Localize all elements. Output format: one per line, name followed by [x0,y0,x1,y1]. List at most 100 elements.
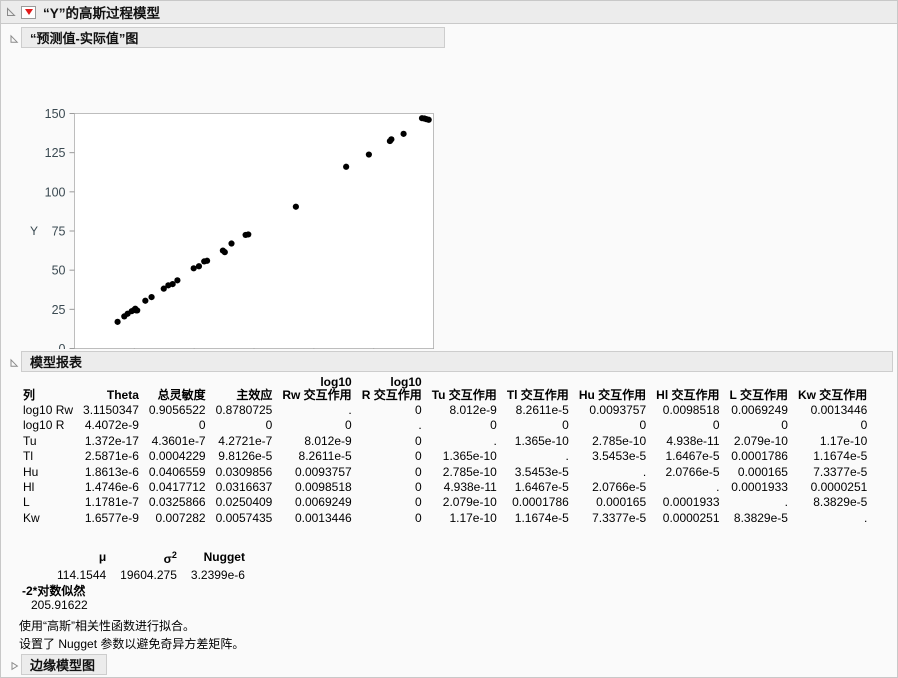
cell-col: log10 R [23,418,65,433]
svg-text:25: 25 [52,303,66,317]
column-header-col[interactable]: 列 [23,388,36,402]
cell-hu: 2.785e-10 [592,433,647,448]
cell-l: 0.0001786 [731,449,788,464]
parameter-summary-table: μ σ2 Nugget 114.1544 19604.275 3.2399e-6 [23,548,252,583]
table-row[interactable]: Kw 1.6577e-9 0.007282 0.0057435 0.0013446 0 1.… [1,511,872,526]
cell-kw: 0 [860,418,868,433]
column-header-kw[interactable]: Kw 交互作用 [797,388,868,402]
cell-r: 0 [415,495,422,510]
section-title-report: 模型报表 [30,355,83,370]
column-header-hu[interactable]: Hu 交互作用 [578,388,647,402]
cell-r: 0 [415,480,422,495]
cell-theta: 3.1150347 [83,403,139,417]
cell-col: Tu [23,433,37,448]
cell-r: 0 [415,449,422,464]
data-point [203,257,211,264]
section-title-plot-box[interactable]: “预测值-实际值”图 [21,27,445,48]
cell-total_sens: 4.3601e-7 [151,433,206,448]
table-row[interactable]: Tl 2.5871e-6 0.0004229 9.8126e-5 8.2611e-5 0 1… [1,449,872,464]
cell-hu: 0.000165 [596,495,647,510]
summary-value-row: 114.1544 19604.275 3.2399e-6 [23,568,252,583]
cell-hl: 0.0001933 [662,495,720,510]
cell-col: L [23,495,30,510]
cell-tl: 3.5453e-5 [514,464,569,479]
cell-r: 0 [415,464,422,479]
page-title: “Y”的高斯过程模型 [43,6,161,21]
cell-hl: 0.0098518 [662,403,720,417]
data-point [245,231,252,238]
cell-kw: 7.3377e-5 [813,464,868,479]
section-header-marginal[interactable]: 边缘模型图 [1,654,107,675]
column-header-theta[interactable]: Theta [106,388,139,402]
cell-main: 0.0250409 [215,495,273,510]
cell-hl: 0.0000251 [662,510,720,525]
triangle-open-icon[interactable] [9,357,19,367]
svg-text:0: 0 [59,342,66,349]
column-header-hl[interactable]: Hl 交互作用 [656,388,720,402]
cell-tu: 0 [490,418,497,433]
cell-hl: 1.6467e-5 [665,449,720,464]
table-row[interactable]: L 1.1781e-7 0.0325866 0.0250409 0.0069249 0 2.… [1,495,872,510]
data-point [114,318,121,325]
cell-total_sens: 0.0004229 [148,449,206,464]
table-row[interactable]: Tu 1.372e-17 4.3601e-7 4.2721e-7 8.012e-9 0. 1… [1,434,872,449]
summary-header-mu[interactable]: μ [98,550,107,564]
triangle-open-icon[interactable] [5,6,17,18]
table-row[interactable]: Hu 1.8613e-6 0.0406559 0.0309856 0.0093757 0 2… [1,465,872,480]
cell-theta: 2.5871e-6 [84,449,139,464]
column-header-rw[interactable]: log10 Rw 交互作用 [277,376,356,403]
cell-tu: 1.365e-10 [442,449,497,464]
column-header-total_sens[interactable]: 总灵敏度 [157,388,206,402]
cell-r: 0 [415,403,422,417]
cell-l: 0.0001933 [731,480,788,495]
cell-rw: 0.0093757 [294,464,352,479]
triangle-closed-icon[interactable] [9,660,19,670]
table-row[interactable]: Hl 1.4746e-6 0.0417712 0.0316637 0.0098518 0 4… [1,480,872,495]
triangle-open-icon[interactable] [9,33,19,43]
cell-l: . [784,495,788,510]
data-point [148,294,155,301]
model-report-table-wrap: 列 Theta 总灵敏度 主效应 log10 Rw 交互作用 log10 R 交互作用 Tu 交… [1,376,898,526]
cell-col: Hl [23,480,35,495]
table-row[interactable]: log10 R 4.4072e-9 0 0 0. 0 0 0 0 0 0 [1,418,872,433]
section-title-marginal-box[interactable]: 边缘模型图 [21,654,107,675]
data-point [292,203,299,210]
section-header-plot[interactable]: “预测值-实际值”图 [1,27,445,48]
cell-total_sens: 0.007282 [155,510,206,525]
cell-kw: 1.17e-10 [819,433,868,448]
data-point [343,163,350,170]
column-header-l[interactable]: L 交互作用 [729,388,788,402]
cell-tl: 0 [562,418,569,433]
axis-ticks [69,113,434,349]
cell-col: Hu [23,464,39,479]
data-point [228,240,235,247]
data-point [134,307,141,314]
column-header-r[interactable]: log10 R 交互作用 [357,376,427,403]
cell-rw: 8.2611e-5 [298,449,352,464]
cell-total_sens: 0.0325866 [148,495,206,510]
section-title-report-box[interactable]: 模型报表 [21,351,893,372]
data-point [195,263,203,270]
summary-header-nugget[interactable]: Nugget [203,550,245,564]
red-triangle-menu-icon[interactable] [21,5,36,19]
cell-hl: . [716,480,720,495]
cell-hu: 7.3377e-5 [592,510,647,525]
table-row[interactable]: log10 Rw 3.1150347 0.9056522 0.8780725. 0 8.0… [1,403,872,418]
summary-header-sigma2[interactable]: σ2 [163,550,177,566]
cell-tl: 1.1674e-5 [514,510,569,525]
cell-rw: 0.0069249 [294,495,352,510]
cell-tu: 4.938e-11 [443,480,497,495]
cell-l: 2.079e-10 [733,433,788,448]
cell-rw: 0.0098518 [294,480,352,495]
column-header-rw-label: Rw 交互作用 [282,388,352,402]
data-point [400,130,407,137]
cell-tu: 2.079e-10 [442,495,497,510]
cell-tl: 8.2611e-5 [515,403,569,417]
column-header-tl[interactable]: Tl 交互作用 [506,388,569,402]
loglikelihood-label: -2*对数似然 [22,584,86,598]
column-header-tu[interactable]: Tu 交互作用 [431,388,497,402]
data-point [174,277,181,284]
section-header-report[interactable]: 模型报表 [1,351,893,372]
column-header-main[interactable]: 主效应 [236,388,273,402]
